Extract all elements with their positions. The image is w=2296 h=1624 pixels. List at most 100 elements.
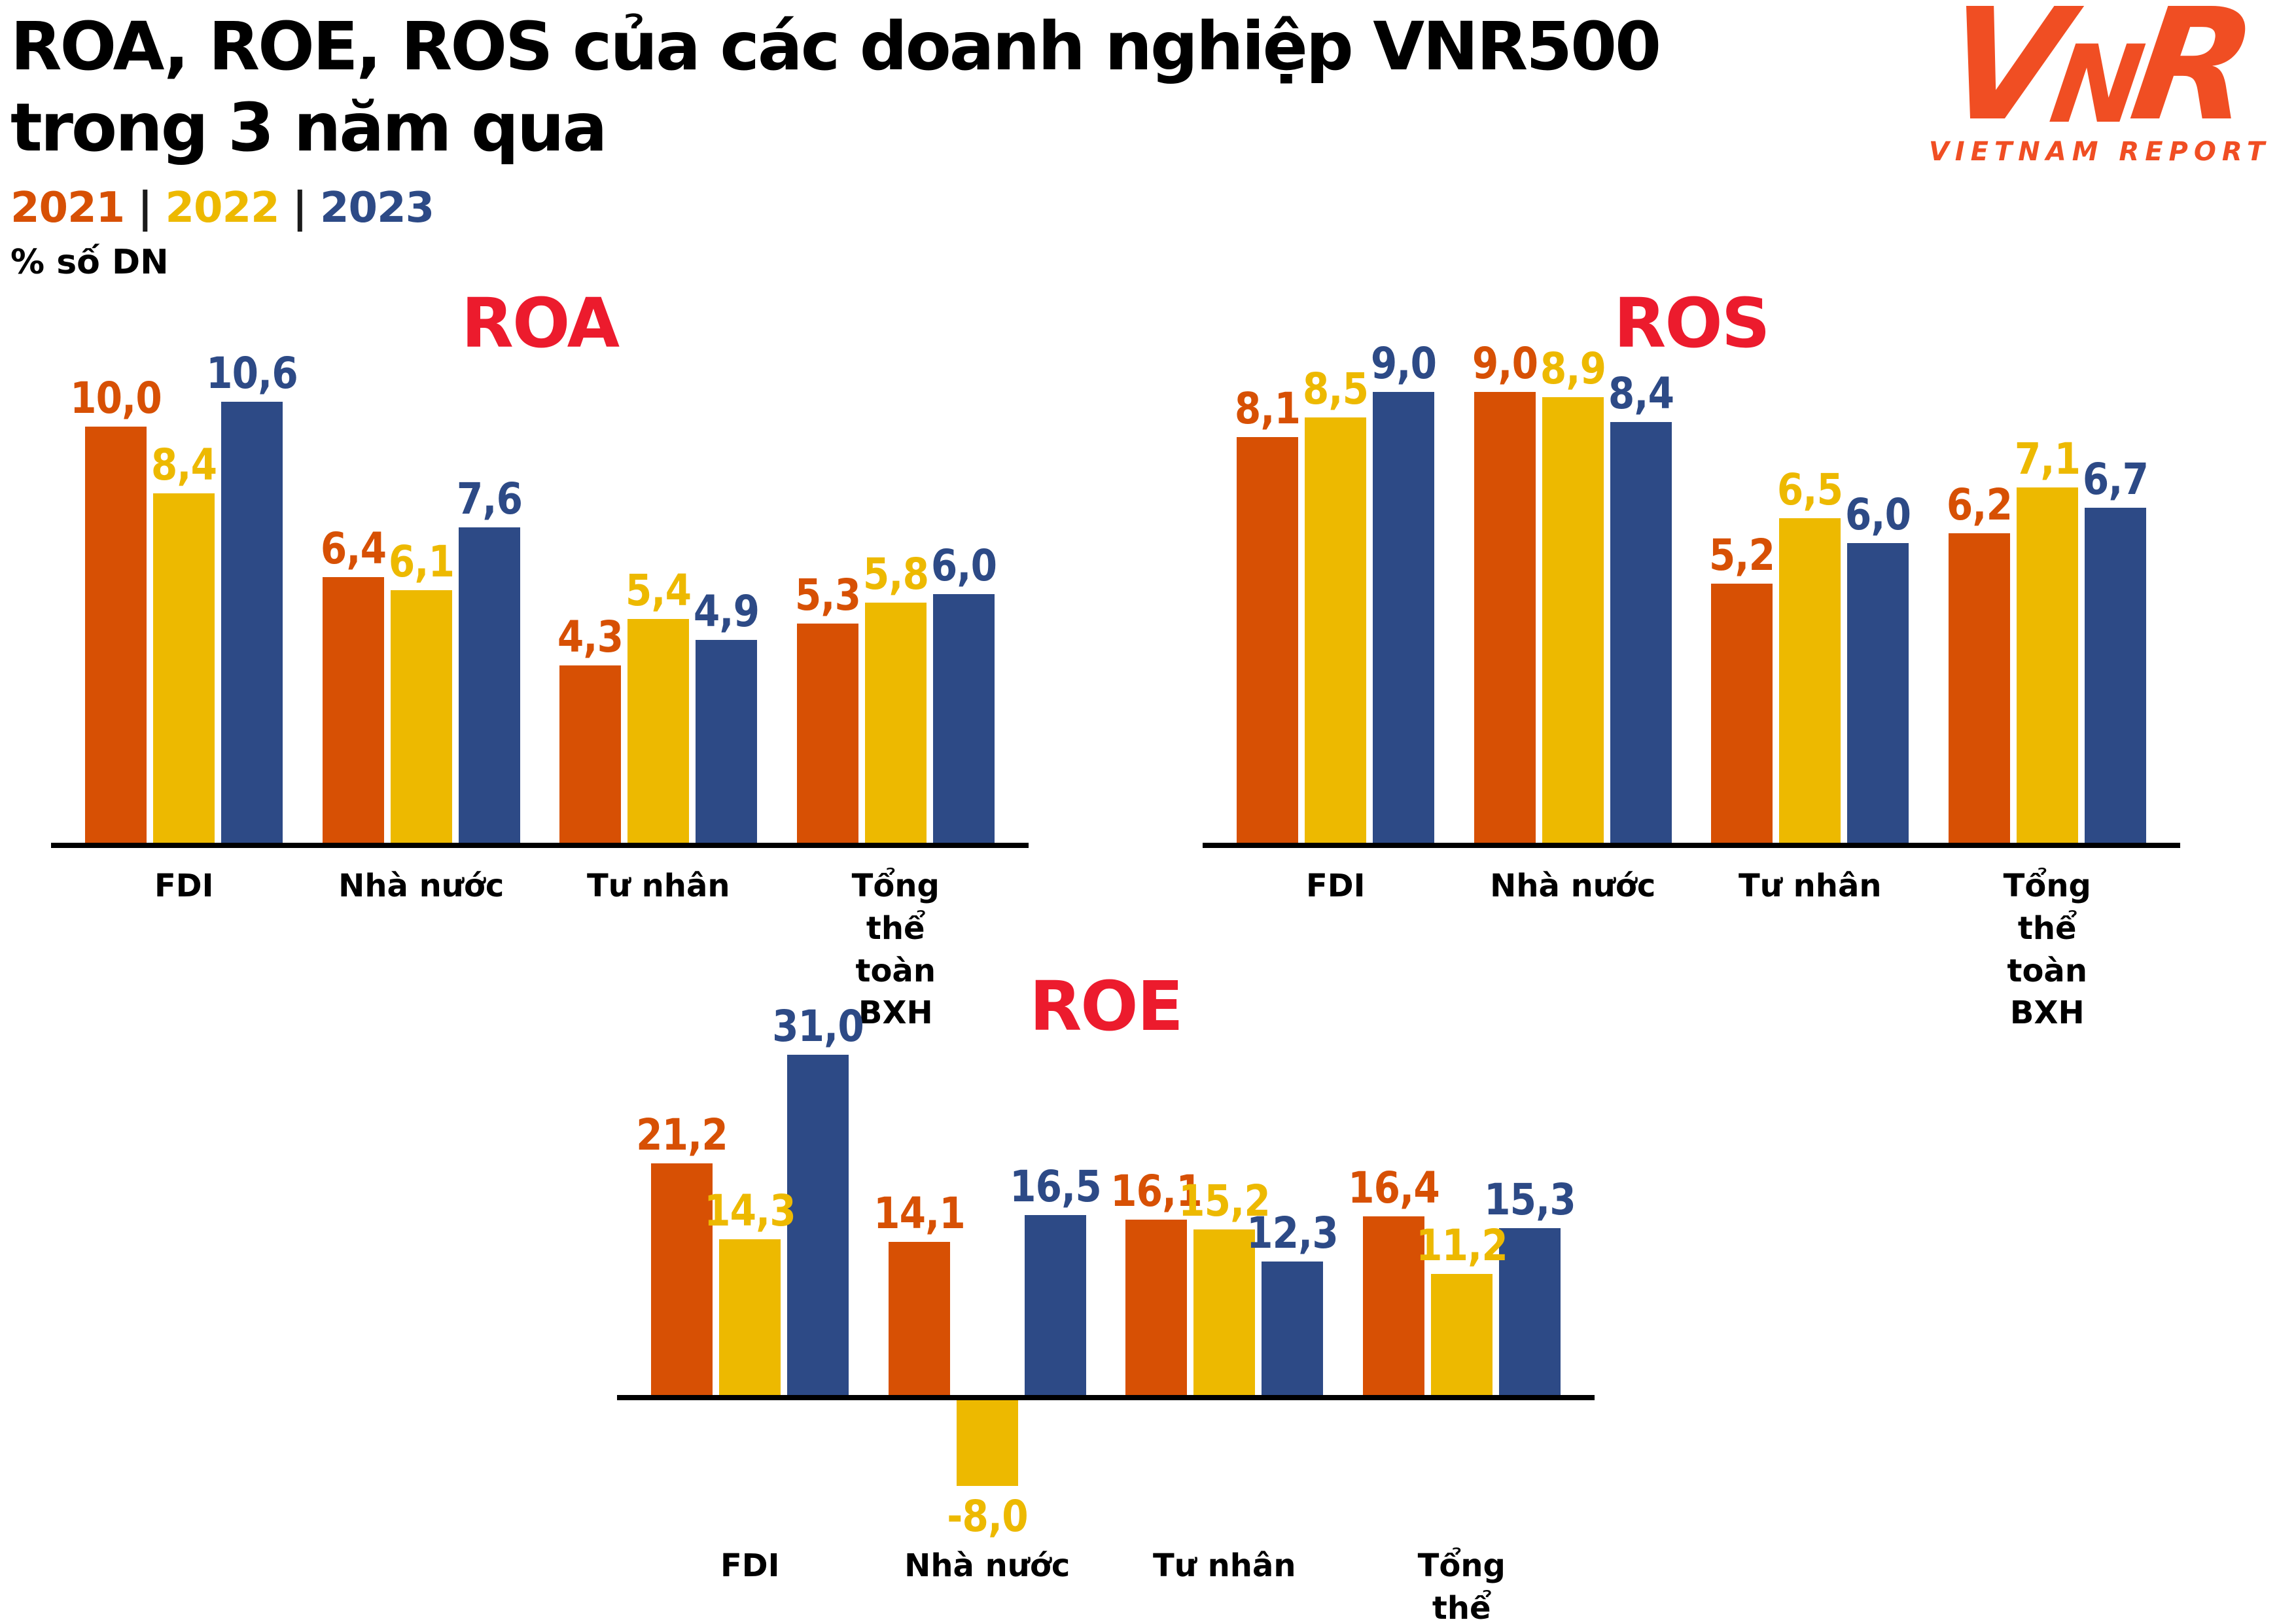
year-legend: 2021 | 2022 | 2023 (10, 184, 1659, 232)
bar-value-label: 12,3 (1246, 1208, 1339, 1259)
bar-value-label: 6,4 (320, 523, 387, 574)
unit-label: % số DN (10, 242, 169, 282)
category-label: Tổng thể toàn BXH (851, 868, 940, 1032)
bar-ros-2022 (1779, 518, 1841, 845)
bar-ros-2021 (1474, 392, 1536, 845)
bar-roa-2022 (153, 493, 215, 845)
bar-value-label: 9,0 (1472, 338, 1538, 389)
legend-year-2023: 2023 (320, 183, 434, 232)
page-title: ROA, ROE, ROS của các doanh nghiệp VNR50… (10, 7, 1661, 169)
bar-value-label: 16,1 (1110, 1165, 1203, 1216)
bar-ros-2023 (1847, 543, 1909, 845)
bar-roe-2022 (719, 1239, 781, 1398)
logo-subtext: VIETNAM REPORT (1928, 136, 2271, 167)
bar-roe-2022 (956, 1398, 1018, 1487)
bar-roa-2021 (796, 623, 858, 845)
bar-ros-2022 (1305, 417, 1367, 845)
bar-value-label: 8,4 (151, 440, 217, 491)
bar-value-label: 5,2 (1709, 529, 1775, 580)
bar-value-label: 14,3 (704, 1186, 796, 1237)
category-label: Nhà nước (338, 868, 504, 904)
bar-value-label: 5,8 (862, 548, 929, 599)
legend-year-2022: 2022 (165, 183, 280, 232)
bar-roa-2023 (458, 527, 520, 845)
bar-value-label: 15,3 (1483, 1174, 1576, 1226)
bar-ros-2021 (1237, 437, 1299, 845)
vnr-logo-mark: V N R (1915, 0, 2286, 155)
bar-roe-2022 (1430, 1273, 1492, 1398)
bar-ros-2021 (1948, 533, 2010, 845)
legend-year-2021: 2021 (10, 183, 125, 232)
bar-value-label: 8,5 (1303, 363, 1369, 414)
bar-value-label: 6,0 (930, 540, 997, 591)
category-label: FDI (1306, 868, 1366, 904)
chart-title-roa: ROA (461, 283, 620, 363)
bar-roa-2023 (696, 640, 758, 845)
category-label: Tư nhân (1152, 1547, 1296, 1584)
bar-value-label: 21,2 (636, 1109, 728, 1160)
bar-roa-2021 (322, 577, 384, 845)
category-label: Tư nhân (1738, 868, 1882, 904)
bar-ros-2022 (1542, 397, 1604, 845)
bar-ros-2022 (2016, 487, 2078, 845)
category-label: Tư nhân (586, 868, 730, 904)
chart-title-ros: ROS (1614, 283, 1770, 363)
logo-letter-r: R (2121, 0, 2267, 155)
category-label: Nhà nước (904, 1547, 1070, 1584)
bar-value-label: 31,0 (772, 1001, 864, 1052)
bar-value-label: 11,2 (1415, 1220, 1508, 1271)
bar-roe-2023 (1262, 1262, 1324, 1398)
bar-value-label: 6,5 (1777, 464, 1843, 515)
category-label: Tổng thể toàn BXH (2003, 868, 2091, 1032)
x-axis-line (617, 1395, 1595, 1400)
bar-roe-2021 (1125, 1219, 1188, 1398)
roa-chart: ROA FDI 10,0 8,4 10,6 Nhà nước 6,4 6,1 7,6 Tư nhâ… (51, 262, 1029, 1031)
x-axis-line (1203, 843, 2180, 848)
header: ROA, ROE, ROS của các doanh nghiệp VNR50… (10, 7, 1661, 282)
bar-value-label: 6,1 (388, 536, 455, 587)
bar-ros-2023 (1373, 392, 1435, 845)
bar-roa-2021 (85, 427, 147, 845)
bar-value-label: 8,4 (1608, 368, 1674, 419)
bar-value-label: 5,4 (626, 565, 692, 616)
bar-ros-2023 (2084, 508, 2146, 845)
bar-value-label: 6,7 (2082, 454, 2149, 505)
bar-value-label: 14,1 (873, 1188, 966, 1239)
bar-value-label: 7,1 (2014, 434, 2081, 485)
category-label: Nhà nước (1490, 868, 1656, 904)
chart-title-roe: ROE (1029, 966, 1184, 1046)
bar-value-label: 16,5 (1009, 1161, 1102, 1212)
roe-chart: ROE FDI 21,2 14,3 31,0 Nhà nước 14,1 -8,0 16,5 Tư… (617, 949, 1595, 1624)
category-label: Tổng thể toàn BXH (1417, 1547, 1506, 1624)
bar-value-label: 15,2 (1178, 1176, 1271, 1227)
bar-value-label: 6,0 (1845, 489, 1911, 540)
bar-value-label: 8,1 (1235, 383, 1301, 434)
bar-value-label: 16,4 (1347, 1162, 1440, 1213)
bar-roe-2021 (651, 1163, 713, 1398)
legend-separator: | (292, 183, 308, 232)
bar-roa-2022 (390, 590, 452, 845)
bar-roe-2021 (1362, 1216, 1424, 1398)
bar-roa-2021 (559, 665, 622, 845)
x-axis-line (51, 843, 1029, 848)
bar-value-label: 9,0 (1371, 338, 1437, 389)
bar-value-label: 10,6 (206, 347, 298, 398)
ros-chart: ROS FDI 8,1 8,5 9,0 Nhà nước 9,0 8,9 8,4 Tư nhân 5… (1203, 262, 2180, 1031)
bar-roa-2023 (221, 401, 283, 845)
bar-value-label: 6,2 (1946, 479, 2013, 530)
bar-value-label: 7,6 (456, 473, 523, 524)
bar-roa-2022 (627, 619, 690, 845)
bar-roe-2023 (1498, 1228, 1561, 1398)
bar-roe-2021 (888, 1241, 950, 1398)
bar-roa-2022 (864, 602, 927, 845)
bar-value-label: 5,3 (794, 569, 861, 620)
bar-value-label: 4,9 (694, 586, 760, 637)
bar-roe-2023 (787, 1055, 849, 1398)
bar-value-label: 4,3 (557, 611, 624, 662)
bar-value-label: 8,9 (1540, 343, 1606, 394)
bar-roa-2023 (932, 594, 995, 845)
bar-ros-2023 (1610, 422, 1672, 845)
page-title-line1: ROA, ROE, ROS của các doanh nghiệp VNR50… (10, 8, 1661, 86)
category-label: FDI (154, 868, 214, 904)
